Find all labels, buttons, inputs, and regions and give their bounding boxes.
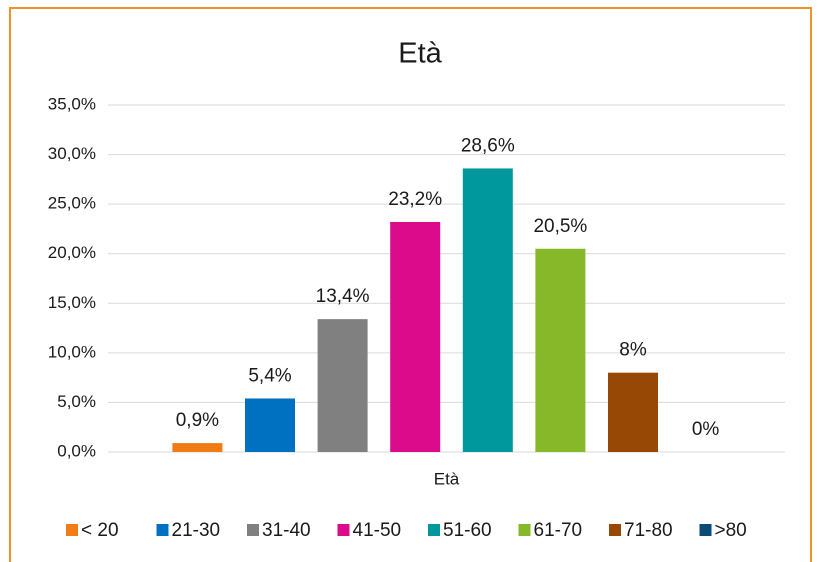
y-tick-label: 35,0% xyxy=(48,94,96,113)
chart-title: Età xyxy=(398,38,442,70)
legend-swatch xyxy=(66,524,78,536)
y-tick-label: 25,0% xyxy=(48,194,96,213)
legend-label: 61-70 xyxy=(534,520,583,541)
legend-label: 31-40 xyxy=(262,520,311,541)
data-label: 0,9% xyxy=(176,410,219,431)
bar xyxy=(172,443,223,452)
bar xyxy=(462,168,513,453)
bar xyxy=(390,221,441,452)
legend-label: 51-60 xyxy=(443,520,492,541)
legend-swatch xyxy=(428,524,440,536)
legend-swatch xyxy=(609,524,621,536)
y-tick-label: 20,0% xyxy=(48,243,96,262)
legend-swatch xyxy=(156,524,169,536)
y-tick-label: 15,0% xyxy=(48,293,96,312)
data-label: 23,2% xyxy=(388,189,442,210)
legend-swatch xyxy=(518,524,531,536)
bar xyxy=(245,398,295,452)
legend-swatch xyxy=(337,524,350,536)
y-tick-label: 10,0% xyxy=(48,342,96,361)
y-tick-label: 0,0% xyxy=(57,441,96,460)
data-label: 13,4% xyxy=(316,286,370,307)
data-label: 5,4% xyxy=(248,365,291,386)
legend-label: >80 xyxy=(715,520,747,541)
bar xyxy=(317,319,368,452)
legend-swatch xyxy=(247,524,259,536)
legend-label: 71-80 xyxy=(624,520,673,541)
y-tick-label: 30,0% xyxy=(48,144,96,163)
data-label: 20,5% xyxy=(533,216,587,237)
bar xyxy=(535,248,586,452)
y-tick-label: 5,0% xyxy=(57,392,96,411)
legend-label: 21-30 xyxy=(172,520,221,541)
legend-label: < 20 xyxy=(81,520,119,541)
legend-swatch xyxy=(699,524,712,536)
x-tick-label: Età xyxy=(434,469,460,488)
data-label: 8% xyxy=(619,340,647,361)
legend-label: 41-50 xyxy=(353,520,402,541)
data-label: 0% xyxy=(692,419,720,440)
bar xyxy=(608,372,658,452)
data-label: 28,6% xyxy=(461,135,515,156)
